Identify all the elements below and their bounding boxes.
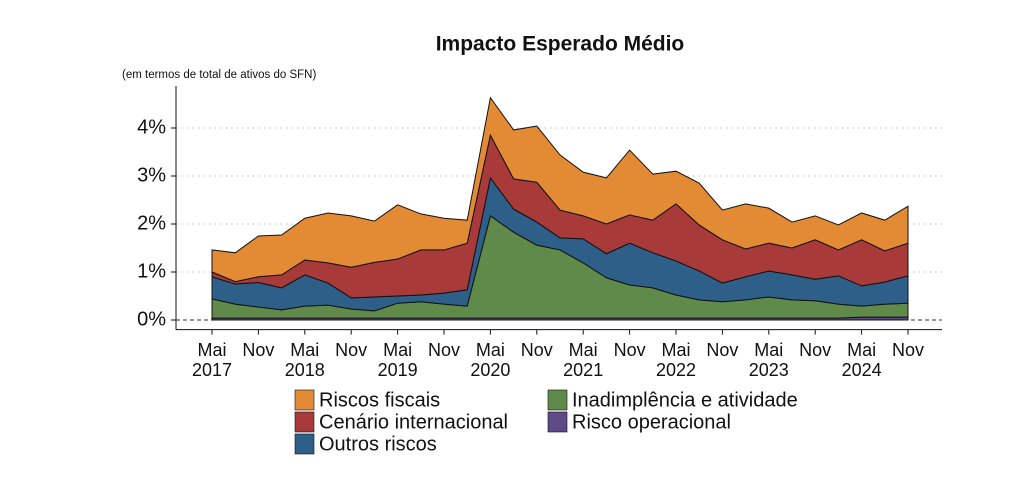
legend-label: Cenário internacional bbox=[319, 411, 508, 433]
chart-subtitle: (em termos de total de ativos do SFN) bbox=[122, 69, 316, 81]
y-tick-label: 1% bbox=[137, 260, 166, 282]
x-tick-label: Mai 2022 bbox=[655, 340, 697, 380]
x-tick-label: Nov bbox=[335, 340, 368, 360]
y-tick-label: 4% bbox=[137, 116, 166, 138]
x-tick-label: Nov bbox=[520, 340, 553, 360]
legend-label: Riscos fiscais bbox=[319, 389, 440, 411]
x-tick-label: Mai 2019 bbox=[377, 340, 418, 380]
chart-title: Impacto Esperado Médio bbox=[436, 33, 685, 56]
x-tick-label: Mai 2021 bbox=[563, 340, 604, 380]
x-tick-label: Nov bbox=[242, 340, 275, 360]
x-tick-label: Mai 2018 bbox=[284, 340, 325, 380]
y-tick-label: 3% bbox=[137, 164, 166, 186]
x-tick-label: Mai 2024 bbox=[841, 340, 882, 380]
legend-swatch bbox=[294, 433, 315, 455]
y-tick-label: 2% bbox=[137, 212, 166, 234]
y-tick-label: 0% bbox=[137, 308, 166, 330]
legend-swatch bbox=[294, 411, 315, 433]
x-tick-label: Nov bbox=[706, 340, 739, 360]
x-tick-label: Nov bbox=[613, 340, 646, 360]
x-tick-label: Nov bbox=[427, 340, 460, 360]
legend-swatch bbox=[547, 411, 568, 433]
x-tick-label: Nov bbox=[799, 340, 832, 360]
x-tick-label: Mai 2017 bbox=[191, 340, 233, 380]
area bbox=[211, 96, 909, 283]
legend-swatch bbox=[294, 389, 315, 411]
legend-label: Inadimplência e atividade bbox=[572, 389, 798, 411]
x-tick-label: Nov bbox=[891, 340, 924, 360]
x-tick-label: Mai 2020 bbox=[470, 340, 511, 380]
x-tick-label: Mai 2023 bbox=[748, 340, 789, 380]
legend-swatch bbox=[547, 389, 568, 411]
legend-label: Risco operacional bbox=[572, 411, 731, 433]
legend-label: Outros riscos bbox=[319, 433, 437, 455]
